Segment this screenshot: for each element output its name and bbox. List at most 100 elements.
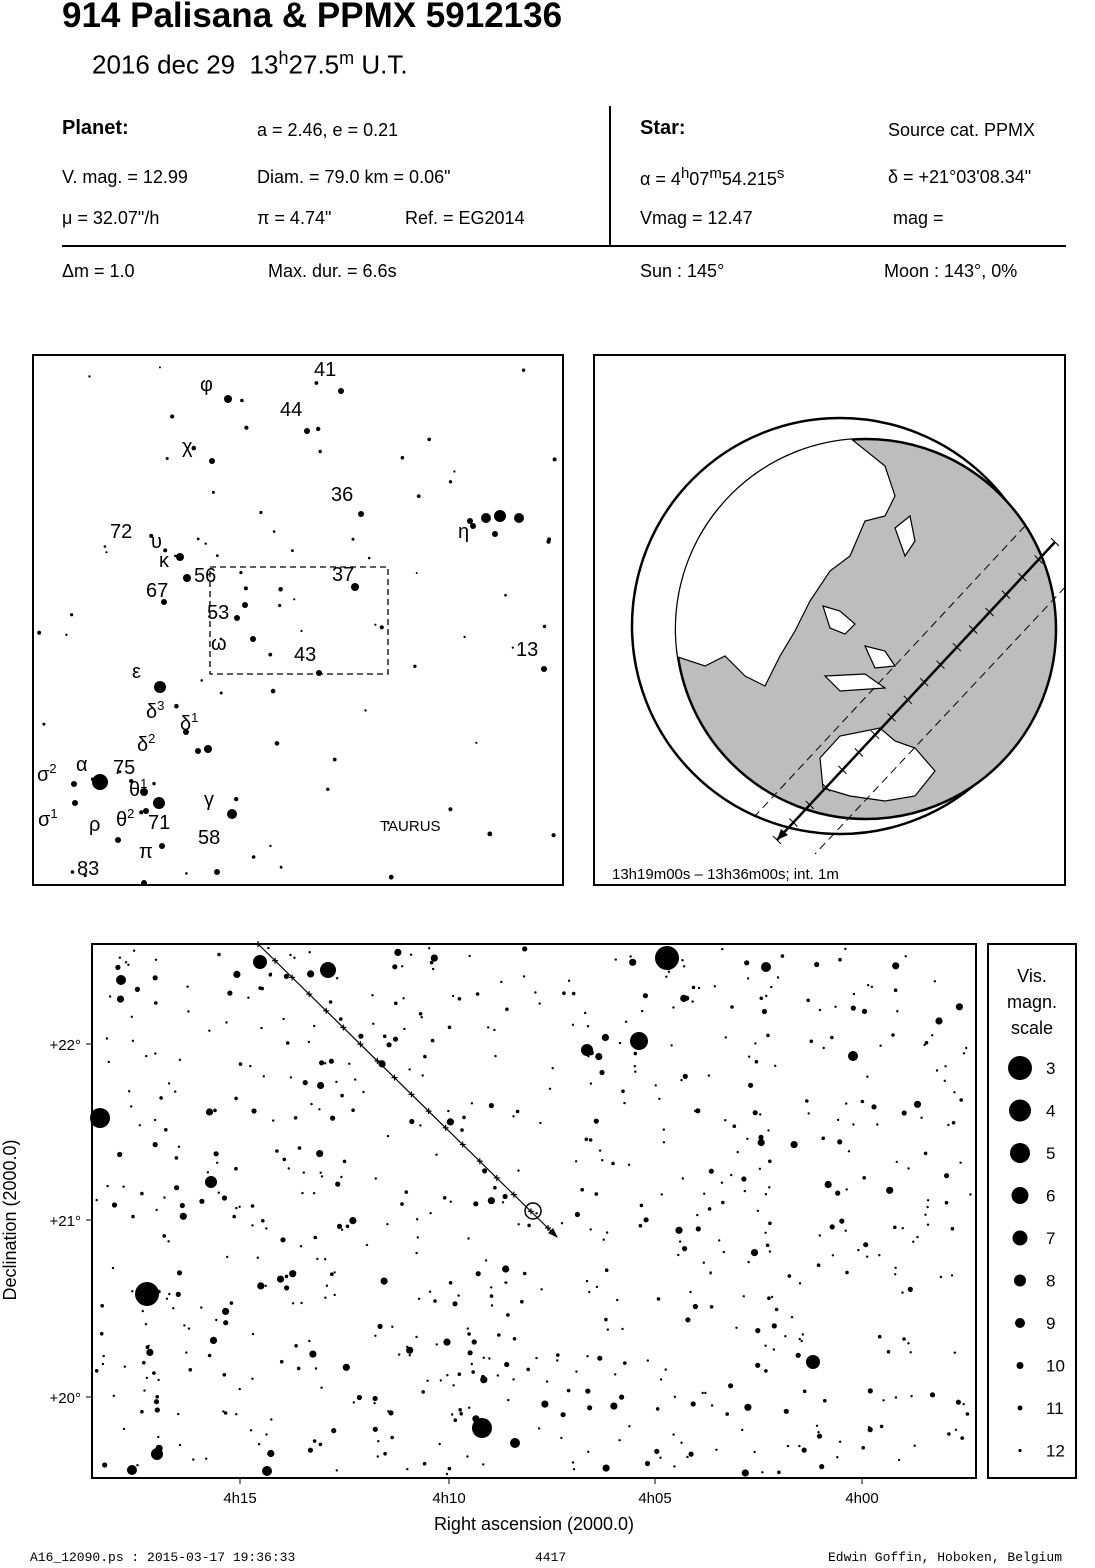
shadow-limits [754, 525, 1064, 855]
chart-star [690, 1401, 696, 1407]
finder-star [511, 646, 514, 649]
chart-star [155, 1395, 159, 1399]
chart-star [526, 1367, 530, 1372]
chart-star [420, 1016, 423, 1019]
chart-star [157, 1435, 160, 1439]
chart-star [130, 1015, 133, 1018]
chart-star [765, 1243, 770, 1248]
ground-track [776, 541, 1056, 841]
chart-star [339, 1017, 343, 1021]
finder-star [159, 843, 165, 849]
chart-star [267, 1449, 275, 1458]
chart-star [365, 1243, 369, 1247]
chart-star [907, 1167, 910, 1170]
chart-star [560, 1436, 563, 1440]
chart-star [349, 1217, 357, 1225]
chart-star [394, 1001, 398, 1006]
chart-star [951, 1120, 956, 1125]
chart-star [285, 1041, 290, 1045]
chart-star [724, 1036, 727, 1039]
chart-star [894, 1273, 897, 1276]
chart-star [655, 1407, 660, 1411]
finder-star [71, 781, 77, 787]
finder-star [139, 810, 144, 815]
chart-star [328, 1058, 334, 1064]
chart-star [926, 1199, 930, 1202]
chart-star [834, 1005, 837, 1008]
chart-star [293, 1116, 298, 1120]
x-axis: 4h15 4h10 4h05 4h00 [223, 1478, 879, 1507]
chart-star [786, 1444, 790, 1448]
finder-star [235, 617, 238, 621]
chart-star [695, 1108, 701, 1114]
chart-star [108, 995, 112, 998]
track-tick [887, 712, 896, 722]
chart-star [416, 1236, 419, 1239]
chart-star [205, 1176, 217, 1188]
chart-star [249, 1064, 252, 1068]
finder-star [551, 833, 556, 838]
chart-star [707, 1207, 712, 1211]
chart-star [258, 986, 263, 990]
chart-star [535, 1212, 538, 1215]
chart-star [416, 1218, 419, 1221]
star-heading: Star: [640, 117, 686, 139]
xtick-label-405: 4h05 [638, 1490, 671, 1507]
chart-star [122, 1185, 125, 1188]
chart-star [333, 1271, 336, 1274]
chart-star [935, 1017, 943, 1025]
finder-star [215, 554, 219, 557]
chart-star [406, 1346, 414, 1354]
chart-star [882, 1399, 885, 1402]
finder-label: α [76, 754, 88, 776]
chart-star [457, 997, 462, 1001]
finder-star [374, 623, 377, 626]
delta-mag: Δm = 1.0 [62, 261, 135, 281]
chart-star [584, 1011, 587, 1015]
chart-star [213, 1108, 217, 1113]
finder-star [204, 745, 212, 753]
chart-star [801, 1447, 807, 1453]
chart-star [319, 1060, 325, 1066]
chart-star [451, 1413, 454, 1416]
chart-star [901, 1227, 904, 1230]
chart-star [614, 958, 617, 961]
finder-star [243, 586, 248, 591]
scale-label: 4 [1046, 1102, 1055, 1121]
finder-star [174, 703, 179, 709]
track-tick [936, 660, 945, 670]
chart-star [777, 1470, 781, 1475]
chart-star [806, 1355, 820, 1369]
finder-star [278, 587, 283, 592]
track-arrowhead [548, 1228, 558, 1238]
finder-star [274, 741, 280, 746]
chart-star [702, 1261, 705, 1264]
finder-label: σ2 [37, 761, 57, 786]
chart-star [602, 1464, 610, 1472]
chart-star [926, 1223, 930, 1226]
chart-star [605, 1231, 609, 1234]
chart-star [800, 1339, 803, 1343]
track-tick [772, 835, 782, 845]
track-tick [870, 730, 880, 740]
chart-star [871, 1104, 877, 1110]
finder-label: υ [151, 531, 162, 553]
chart-star [320, 1386, 323, 1389]
chart-star [604, 1268, 609, 1272]
finder-star [154, 681, 166, 693]
chart-star [147, 1344, 150, 1348]
chart-star [284, 1274, 289, 1279]
chart-star [627, 1163, 631, 1166]
finder-star [129, 778, 134, 784]
chart-star [724, 1119, 727, 1122]
track-ticks [772, 537, 1060, 845]
chart-star [844, 1229, 847, 1232]
chart-star [335, 1181, 341, 1187]
chart-star [482, 1168, 488, 1174]
chart-star [736, 1150, 739, 1154]
chart-star [628, 1425, 631, 1428]
chart-star [560, 1412, 566, 1418]
chart-star [876, 1123, 879, 1126]
chart-star [824, 1180, 832, 1189]
chart-star [207, 1353, 212, 1358]
